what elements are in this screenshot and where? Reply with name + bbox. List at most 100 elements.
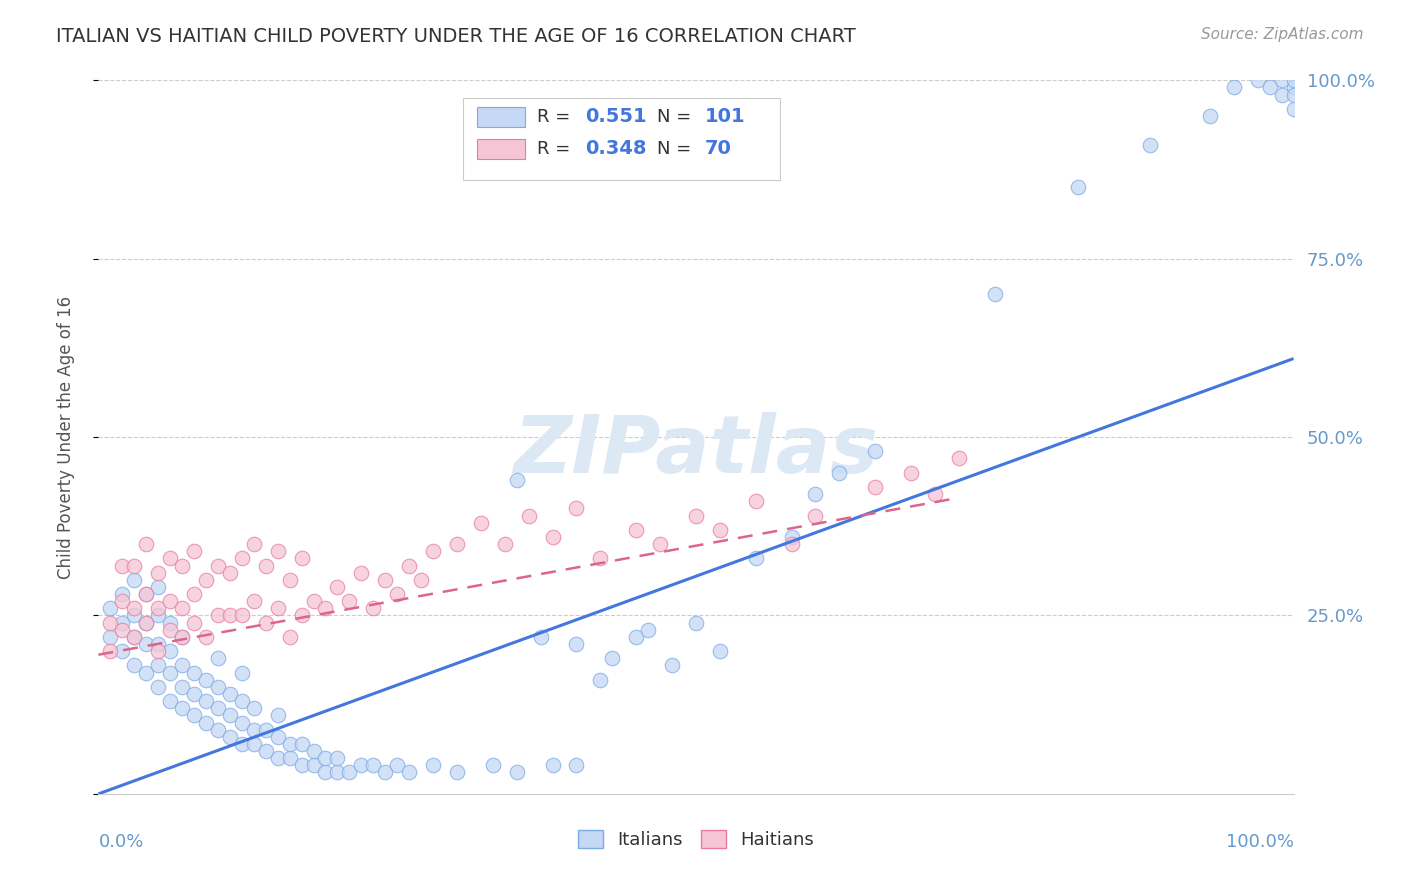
Point bbox=[231, 665, 253, 680]
Point bbox=[148, 601, 170, 615]
Point bbox=[326, 751, 349, 765]
Point bbox=[339, 594, 361, 608]
Point bbox=[98, 601, 122, 615]
Point bbox=[172, 558, 194, 573]
Point bbox=[254, 744, 277, 758]
Point bbox=[172, 680, 194, 694]
Point bbox=[470, 516, 492, 530]
Point bbox=[626, 523, 648, 537]
Point bbox=[267, 730, 290, 744]
Point bbox=[745, 551, 768, 566]
Point bbox=[148, 608, 170, 623]
Point bbox=[135, 665, 157, 680]
Point bbox=[111, 623, 134, 637]
Point bbox=[183, 544, 205, 558]
Point bbox=[148, 658, 170, 673]
Bar bbox=[477, 139, 524, 159]
Point bbox=[183, 708, 205, 723]
Point bbox=[948, 451, 970, 466]
Point bbox=[661, 658, 683, 673]
Text: 100.0%: 100.0% bbox=[1226, 833, 1294, 851]
Point bbox=[541, 530, 564, 544]
Point bbox=[124, 608, 146, 623]
Point bbox=[828, 466, 851, 480]
Point bbox=[302, 744, 325, 758]
Point bbox=[1271, 87, 1294, 102]
Point bbox=[385, 587, 409, 601]
Point bbox=[278, 630, 301, 644]
Point bbox=[219, 608, 242, 623]
Point bbox=[183, 615, 205, 630]
Point bbox=[315, 765, 337, 780]
Point bbox=[172, 701, 194, 715]
Point bbox=[267, 708, 290, 723]
Point bbox=[398, 558, 420, 573]
Point bbox=[148, 644, 170, 658]
Point bbox=[709, 644, 731, 658]
Point bbox=[172, 630, 194, 644]
Point bbox=[267, 751, 290, 765]
Point bbox=[1271, 73, 1294, 87]
Point bbox=[780, 537, 803, 551]
Point bbox=[135, 537, 157, 551]
Point bbox=[589, 551, 612, 566]
Point bbox=[243, 701, 266, 715]
Point bbox=[506, 473, 529, 487]
Point bbox=[124, 630, 146, 644]
Point bbox=[363, 601, 385, 615]
Point bbox=[589, 673, 612, 687]
Point bbox=[219, 687, 242, 701]
Point bbox=[398, 765, 420, 780]
Point bbox=[124, 601, 146, 615]
Point bbox=[148, 566, 170, 580]
Point bbox=[302, 594, 325, 608]
Point bbox=[1223, 80, 1246, 95]
Point bbox=[195, 694, 218, 708]
Point bbox=[254, 615, 277, 630]
Point bbox=[267, 601, 290, 615]
Point bbox=[506, 765, 529, 780]
Point bbox=[219, 730, 242, 744]
Point bbox=[243, 537, 266, 551]
Point bbox=[243, 737, 266, 751]
Point bbox=[517, 508, 540, 523]
Point bbox=[159, 551, 181, 566]
Point bbox=[207, 651, 229, 665]
Point bbox=[207, 723, 229, 737]
Point bbox=[291, 758, 314, 772]
Point bbox=[111, 558, 134, 573]
Point bbox=[446, 765, 468, 780]
Point bbox=[1282, 87, 1305, 102]
Point bbox=[254, 558, 277, 573]
Point bbox=[565, 758, 588, 772]
Point bbox=[530, 630, 553, 644]
Point bbox=[254, 723, 277, 737]
Point bbox=[984, 287, 1007, 301]
Text: Source: ZipAtlas.com: Source: ZipAtlas.com bbox=[1201, 27, 1364, 42]
Point bbox=[278, 737, 301, 751]
Point bbox=[124, 658, 146, 673]
Point bbox=[804, 487, 827, 501]
Point bbox=[1139, 137, 1161, 152]
Point bbox=[745, 494, 768, 508]
Point bbox=[315, 751, 337, 765]
Point bbox=[374, 765, 396, 780]
Point bbox=[98, 615, 122, 630]
Point bbox=[411, 573, 433, 587]
Point bbox=[135, 637, 157, 651]
Text: 70: 70 bbox=[704, 139, 731, 158]
Text: ZIPatlas: ZIPatlas bbox=[513, 412, 879, 491]
Point bbox=[195, 573, 218, 587]
Point bbox=[195, 715, 218, 730]
Point bbox=[195, 673, 218, 687]
Text: N =: N = bbox=[657, 140, 696, 158]
Point bbox=[219, 566, 242, 580]
Point bbox=[565, 501, 588, 516]
Point bbox=[494, 537, 516, 551]
Legend: Italians, Haitians: Italians, Haitians bbox=[571, 823, 821, 856]
Point bbox=[326, 765, 349, 780]
Point bbox=[231, 715, 253, 730]
Point bbox=[135, 587, 157, 601]
Point bbox=[148, 580, 170, 594]
Point bbox=[243, 594, 266, 608]
